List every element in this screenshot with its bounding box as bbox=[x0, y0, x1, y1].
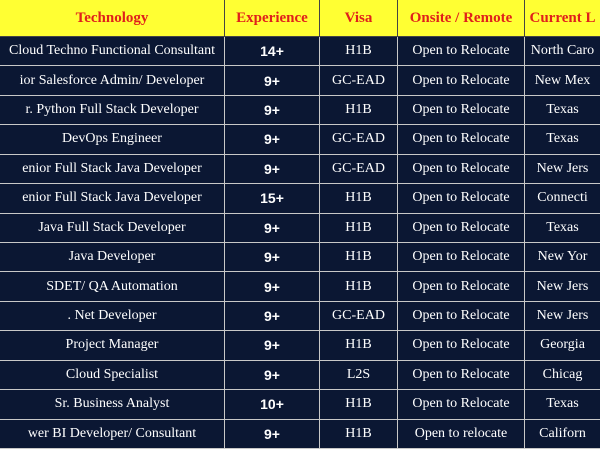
technology-cell: enior Full Stack Java Developer bbox=[0, 154, 225, 185]
table-row: Java Full Stack Developer 9+ H1B Open to Re… bbox=[0, 213, 600, 243]
location-cell: Connecti bbox=[525, 184, 600, 214]
technology-cell: ior Salesforce Admin/ Developer bbox=[0, 66, 225, 96]
experience-cell: 9+ bbox=[225, 243, 320, 273]
onsite-remote-cell: Open to Relocate bbox=[398, 154, 525, 185]
location-cell: Texas bbox=[525, 213, 600, 243]
visa-cell: H1B bbox=[320, 272, 398, 302]
header-cell: Technology bbox=[0, 0, 225, 37]
experience-cell: 9+ bbox=[225, 66, 320, 96]
experience-cell: 9+ bbox=[225, 360, 320, 391]
technology-cell: Project Manager bbox=[0, 331, 225, 361]
technology-cell: Cloud Techno Functional Consultant bbox=[0, 37, 225, 67]
experience-cell: 9+ bbox=[225, 331, 320, 361]
location-cell: Texas bbox=[525, 95, 600, 126]
technology-cell: wer BI Developer/ Consultant bbox=[0, 419, 225, 449]
table-row: DevOps Engineer 9+ GC-EAD Open to Relocate T… bbox=[0, 125, 600, 155]
experience-cell: 10+ bbox=[225, 390, 320, 420]
onsite-remote-cell: Open to Relocate bbox=[398, 390, 525, 420]
header-cell: Onsite / Remote bbox=[398, 0, 525, 37]
technology-cell: Java Developer bbox=[0, 243, 225, 273]
visa-cell: GC-EAD bbox=[320, 301, 398, 332]
table-row: wer BI Developer/ Consultant 9+ H1B Open to… bbox=[0, 419, 600, 449]
header-cell: Current L bbox=[525, 0, 600, 37]
visa-cell: H1B bbox=[320, 390, 398, 420]
onsite-remote-cell: Open to Relocate bbox=[398, 125, 525, 155]
visa-cell: H1B bbox=[320, 419, 398, 449]
onsite-remote-cell: Open to Relocate bbox=[398, 213, 525, 243]
onsite-remote-cell: Open to Relocate bbox=[398, 95, 525, 126]
table-row: enior Full Stack Java Developer 9+ GC-EAD O… bbox=[0, 154, 600, 185]
onsite-remote-cell: Open to Relocate bbox=[398, 272, 525, 302]
experience-cell: 9+ bbox=[225, 125, 320, 155]
technology-cell: Sr. Business Analyst bbox=[0, 390, 225, 420]
visa-cell: GC-EAD bbox=[320, 154, 398, 185]
experience-cell: 14+ bbox=[225, 37, 320, 67]
technology-cell: Java Full Stack Developer bbox=[0, 213, 225, 243]
location-cell: Californ bbox=[525, 419, 600, 449]
experience-cell: 15+ bbox=[225, 184, 320, 214]
location-cell: Chicag bbox=[525, 360, 600, 391]
header-cell: Experience bbox=[225, 0, 320, 37]
experience-cell: 9+ bbox=[225, 213, 320, 243]
location-cell: New Mex bbox=[525, 66, 600, 96]
table-row: Cloud Specialist 9+ L2S Open to Relocate Chi… bbox=[0, 360, 600, 391]
onsite-remote-cell: Open to relocate bbox=[398, 419, 525, 449]
onsite-remote-cell: Open to Relocate bbox=[398, 243, 525, 273]
location-cell: New Jers bbox=[525, 154, 600, 185]
technology-cell: Cloud Specialist bbox=[0, 360, 225, 391]
table-row: Java Developer 9+ H1B Open to Relocate New Y… bbox=[0, 243, 600, 273]
visa-cell: GC-EAD bbox=[320, 125, 398, 155]
onsite-remote-cell: Open to Relocate bbox=[398, 184, 525, 214]
location-cell: Georgia bbox=[525, 331, 600, 361]
onsite-remote-cell: Open to Relocate bbox=[398, 37, 525, 67]
location-cell: New Jers bbox=[525, 301, 600, 332]
table-row: enior Full Stack Java Developer 15+ H1B Ope… bbox=[0, 184, 600, 214]
technology-cell: r. Python Full Stack Developer bbox=[0, 95, 225, 126]
visa-cell: H1B bbox=[320, 243, 398, 273]
visa-cell: H1B bbox=[320, 95, 398, 126]
location-cell: North Caro bbox=[525, 37, 600, 67]
table-row: SDET/ QA Automation 9+ H1B Open to Relocate… bbox=[0, 272, 600, 302]
onsite-remote-cell: Open to Relocate bbox=[398, 360, 525, 391]
visa-cell: GC-EAD bbox=[320, 66, 398, 96]
table-row: r. Python Full Stack Developer 9+ H1B Open … bbox=[0, 95, 600, 126]
experience-cell: 9+ bbox=[225, 419, 320, 449]
location-cell: New Jers bbox=[525, 272, 600, 302]
visa-cell: H1B bbox=[320, 213, 398, 243]
table-row: Sr. Business Analyst 10+ H1B Open to Reloca… bbox=[0, 390, 600, 420]
technology-cell: . Net Developer bbox=[0, 301, 225, 332]
experience-cell: 9+ bbox=[225, 272, 320, 302]
visa-cell: H1B bbox=[320, 184, 398, 214]
table-row: . Net Developer 9+ GC-EAD Open to Relocate N… bbox=[0, 301, 600, 332]
header-cell: Visa bbox=[320, 0, 398, 37]
table-row: ior Salesforce Admin/ Developer 9+ GC-EAD O… bbox=[0, 66, 600, 96]
onsite-remote-cell: Open to Relocate bbox=[398, 331, 525, 361]
location-cell: Texas bbox=[525, 390, 600, 420]
onsite-remote-cell: Open to Relocate bbox=[398, 301, 525, 332]
experience-cell: 9+ bbox=[225, 301, 320, 332]
experience-cell: 9+ bbox=[225, 154, 320, 185]
visa-cell: H1B bbox=[320, 37, 398, 67]
visa-cell: L2S bbox=[320, 360, 398, 391]
header-row: Technology Experience Visa Onsite / Remote C… bbox=[0, 0, 600, 37]
visa-cell: H1B bbox=[320, 331, 398, 361]
table-row: Cloud Techno Functional Consultant 14+ H1B… bbox=[0, 37, 600, 67]
location-cell: New Yor bbox=[525, 243, 600, 273]
table-row: Project Manager 9+ H1B Open to Relocate Geor… bbox=[0, 331, 600, 361]
technology-cell: enior Full Stack Java Developer bbox=[0, 184, 225, 214]
technology-cell: DevOps Engineer bbox=[0, 125, 225, 155]
technology-cell: SDET/ QA Automation bbox=[0, 272, 225, 302]
experience-cell: 9+ bbox=[225, 95, 320, 126]
onsite-remote-cell: Open to Relocate bbox=[398, 66, 525, 96]
location-cell: Texas bbox=[525, 125, 600, 155]
